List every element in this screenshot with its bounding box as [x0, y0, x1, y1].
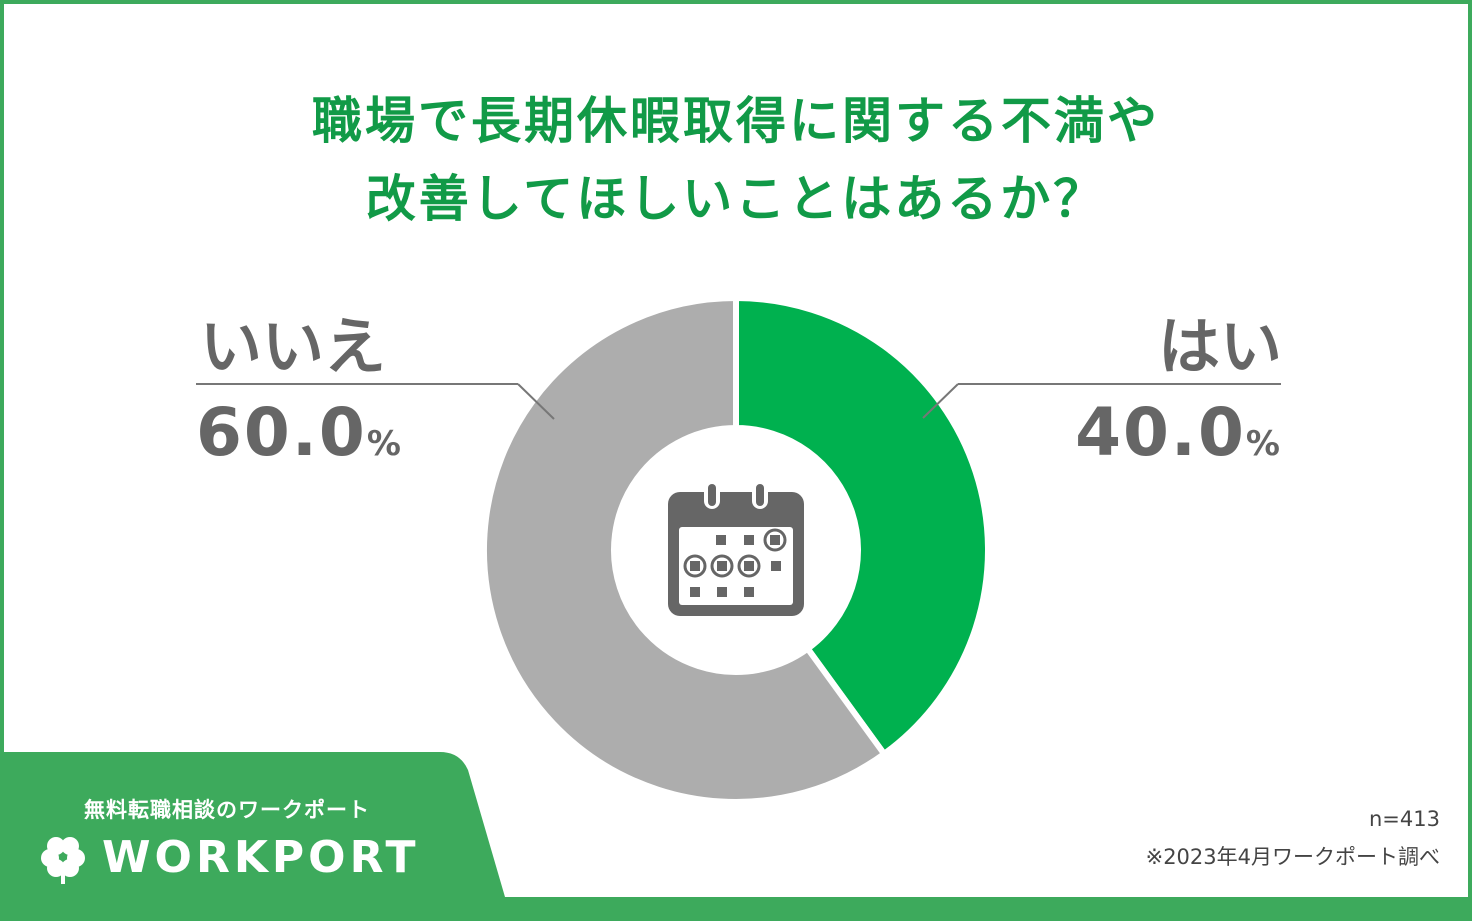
brand-logo-text: WORKPORT — [102, 832, 420, 883]
page-frame-bottom — [0, 897, 1472, 921]
clover-icon — [41, 837, 85, 884]
sample-size: n=413 — [1369, 807, 1440, 831]
slice-label-yes-number: 40.0 — [1075, 394, 1246, 471]
leader-line-yes-diagonal — [922, 383, 959, 419]
brand-tab — [4, 752, 505, 897]
slice-label-no-name: いいえ — [200, 310, 387, 383]
leader-line-no-diagonal — [517, 383, 555, 420]
slice-label-yes-unit: % — [1245, 424, 1280, 464]
slice-label-no-value: 60.0% — [196, 398, 401, 479]
calendar-icon — [668, 481, 804, 616]
source-note: ※2023年4月ワークポート調べ — [1145, 845, 1440, 869]
chart-title-line-1: 職場で長期休暇取得に関する不満や — [312, 92, 1160, 150]
slice-label-no-number: 60.0 — [196, 394, 367, 471]
donut-slice-no — [481, 294, 889, 805]
slice-label-yes-value: 40.0% — [1075, 398, 1280, 479]
slice-label-yes-name: はい — [1157, 310, 1282, 383]
chart-title-line-2: 改善してほしいことはあるか？ — [365, 170, 1107, 228]
donut-slices — [481, 294, 991, 805]
chart-title: 職場で長期休暇取得に関する不満や 改善してほしいことはあるか？ — [0, 82, 1472, 238]
slice-label-no-unit: % — [366, 424, 401, 464]
donut-slice-yes — [733, 294, 991, 759]
brand-tagline: 無料転職相談のワークポート — [84, 798, 370, 822]
